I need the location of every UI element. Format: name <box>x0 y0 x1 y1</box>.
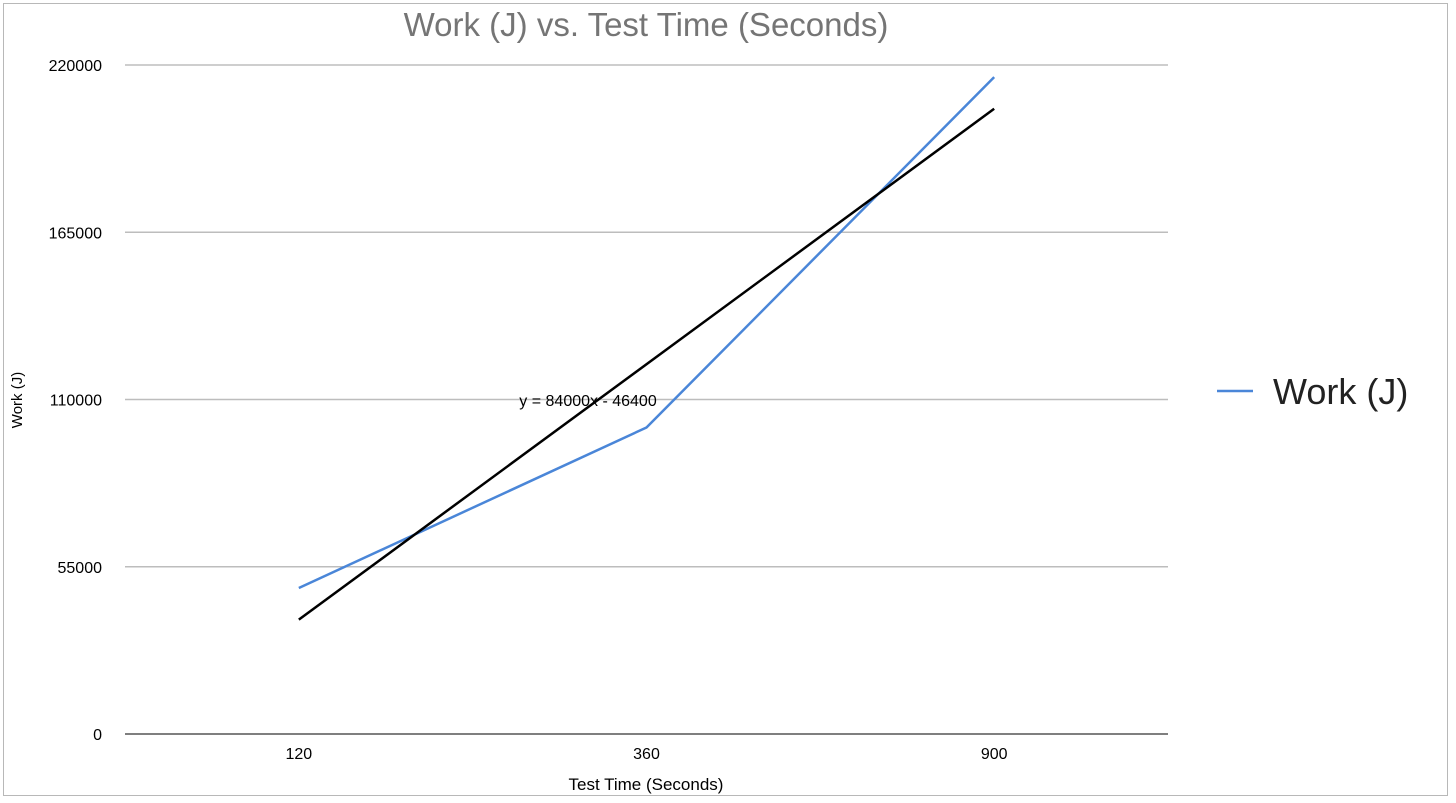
x-tick-label: 900 <box>981 746 1008 763</box>
chart-title: Work (J) vs. Test Time (Seconds) <box>404 6 889 43</box>
series-line <box>298 76 996 590</box>
y-tick-label: 55000 <box>58 560 103 577</box>
trendline-label: y = 84000x - 46400 <box>519 393 657 410</box>
chart-frame <box>3 3 1448 796</box>
y-tick-label: 110000 <box>50 393 102 410</box>
x-axis-label: Test Time (Seconds) <box>569 775 724 794</box>
y-tick-label: 165000 <box>49 225 102 242</box>
x-tick-label: 120 <box>285 746 312 763</box>
trendline <box>298 107 995 621</box>
y-tick-label: 220000 <box>49 58 102 75</box>
y-tick-label: 0 <box>93 727 102 744</box>
x-tick-label: 360 <box>633 746 660 763</box>
legend: Work (J) <box>1217 371 1408 412</box>
y-axis-label: Work (J) <box>9 372 26 428</box>
legend-label: Work (J) <box>1273 371 1408 412</box>
